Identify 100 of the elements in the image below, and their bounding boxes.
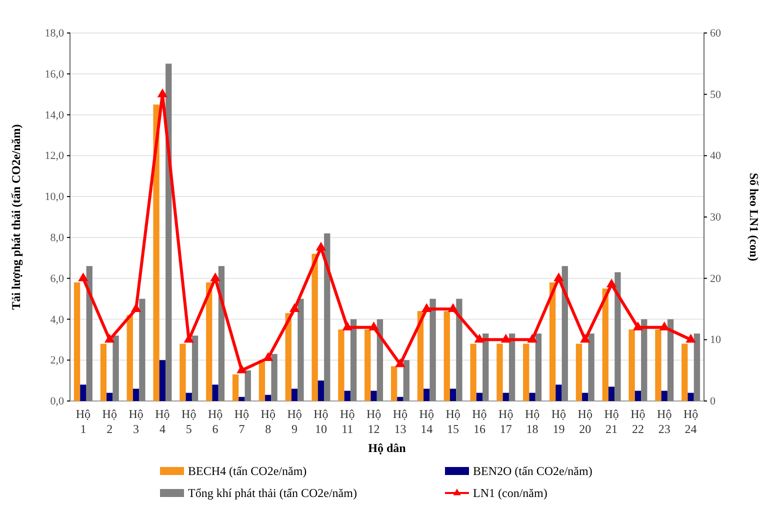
point bbox=[448, 303, 458, 312]
x-axis-title: Hộ dân bbox=[368, 441, 406, 455]
legend-label: BEN2O (tấn CO2e/năm) bbox=[473, 464, 592, 478]
bar bbox=[312, 254, 318, 401]
bar bbox=[576, 344, 582, 401]
point bbox=[580, 334, 590, 343]
bar bbox=[106, 392, 113, 401]
bar bbox=[159, 360, 166, 401]
y2-tick-label: 0 bbox=[710, 396, 716, 408]
y-tick-label: 2,0 bbox=[50, 354, 64, 367]
bar bbox=[186, 392, 192, 401]
bar bbox=[74, 282, 80, 401]
x-tick-label: Hộ 9 bbox=[287, 407, 302, 436]
bar bbox=[430, 298, 436, 401]
point bbox=[659, 322, 670, 330]
bar bbox=[614, 272, 621, 401]
bar bbox=[344, 390, 350, 401]
bar bbox=[523, 344, 530, 401]
x-tick-label: Hộ 15 bbox=[446, 407, 460, 436]
x-tick-label: Hộ 1 bbox=[76, 407, 91, 436]
bar bbox=[508, 334, 516, 401]
x-tick-label: Hộ 18 bbox=[524, 407, 540, 436]
bar bbox=[206, 282, 212, 401]
x-tick-label: Hộ 16 bbox=[472, 407, 487, 436]
bar bbox=[397, 396, 404, 401]
x-tick-label: Hộ 12 bbox=[366, 407, 382, 436]
x-tick-label: Hộ 3 bbox=[128, 407, 144, 436]
bar bbox=[417, 311, 424, 401]
x-tick-label: Hộ 22 bbox=[630, 407, 646, 436]
x-tick-label: Hộ 11 bbox=[340, 407, 355, 436]
x-tick-label: Hộ 14 bbox=[419, 407, 434, 436]
bar bbox=[271, 354, 278, 401]
bar bbox=[403, 360, 410, 401]
point bbox=[210, 272, 220, 282]
bar bbox=[364, 329, 371, 401]
x-tick-label: Hộ 17 bbox=[498, 407, 514, 436]
point bbox=[474, 334, 485, 343]
point bbox=[289, 303, 300, 312]
y-tick-label: 12,0 bbox=[44, 150, 64, 162]
bar bbox=[688, 392, 694, 401]
point bbox=[236, 364, 247, 374]
bar bbox=[153, 104, 160, 401]
x-tick-label: Hộ 2 bbox=[102, 407, 117, 436]
point bbox=[500, 334, 511, 343]
x-tick-label: Hộ 7 bbox=[234, 407, 250, 436]
x-tick-label: Hộ 19 bbox=[551, 407, 566, 436]
bar bbox=[112, 336, 119, 401]
bar bbox=[602, 288, 608, 401]
y-tick-label: 6,0 bbox=[50, 272, 64, 285]
bar bbox=[238, 396, 245, 401]
bar bbox=[470, 344, 476, 401]
point bbox=[368, 322, 379, 330]
x-tick-label: Hộ 6 bbox=[208, 407, 223, 436]
bar bbox=[476, 392, 483, 401]
bar bbox=[318, 380, 324, 401]
bar bbox=[496, 344, 503, 401]
y-tick-label: 0,0 bbox=[50, 396, 64, 408]
point bbox=[686, 334, 696, 343]
bar bbox=[582, 392, 588, 401]
x-tick-label: Hộ 21 bbox=[604, 407, 619, 436]
bar bbox=[502, 392, 509, 401]
bar bbox=[655, 329, 662, 401]
bar bbox=[444, 311, 450, 401]
bar bbox=[298, 298, 304, 401]
point bbox=[263, 352, 274, 362]
bar bbox=[350, 319, 357, 401]
x-tick-label: Hộ 5 bbox=[182, 407, 196, 436]
x-tick-label: Hộ 20 bbox=[578, 407, 592, 436]
y2-tick-label: 20 bbox=[710, 272, 722, 285]
bar bbox=[126, 315, 133, 401]
bar bbox=[641, 319, 648, 401]
bar bbox=[232, 374, 239, 401]
point bbox=[78, 272, 88, 282]
bar bbox=[86, 266, 92, 401]
bar bbox=[192, 336, 198, 401]
bar bbox=[682, 344, 688, 401]
bar bbox=[535, 334, 542, 401]
point bbox=[104, 334, 115, 343]
bar bbox=[285, 313, 292, 401]
bar bbox=[424, 388, 430, 401]
point bbox=[632, 322, 644, 330]
bar bbox=[139, 298, 146, 401]
legend-label: LN1 (con/năm) bbox=[473, 486, 548, 500]
bar bbox=[450, 388, 456, 401]
x-tick-label: Hộ 4 bbox=[155, 407, 170, 436]
bar bbox=[562, 266, 568, 401]
x-tick-label: Hộ 13 bbox=[392, 407, 408, 436]
legend-label: BECH4 (tấn CO2e/năm) bbox=[188, 464, 307, 478]
point bbox=[606, 278, 617, 288]
y2-tick-label: 10 bbox=[710, 334, 722, 346]
bar bbox=[608, 386, 615, 401]
y2-axis-title: Số heo LN1 (con) bbox=[747, 172, 761, 262]
y-tick-label: 8,0 bbox=[50, 232, 64, 244]
bar bbox=[694, 334, 700, 401]
point bbox=[316, 242, 326, 251]
bar bbox=[265, 394, 272, 401]
y2-tick-label: 60 bbox=[710, 28, 722, 40]
bar bbox=[212, 384, 218, 401]
y-axis-title: Tải lượng phát thải (tấn CO2e/năm) bbox=[9, 124, 23, 310]
point bbox=[422, 303, 432, 312]
